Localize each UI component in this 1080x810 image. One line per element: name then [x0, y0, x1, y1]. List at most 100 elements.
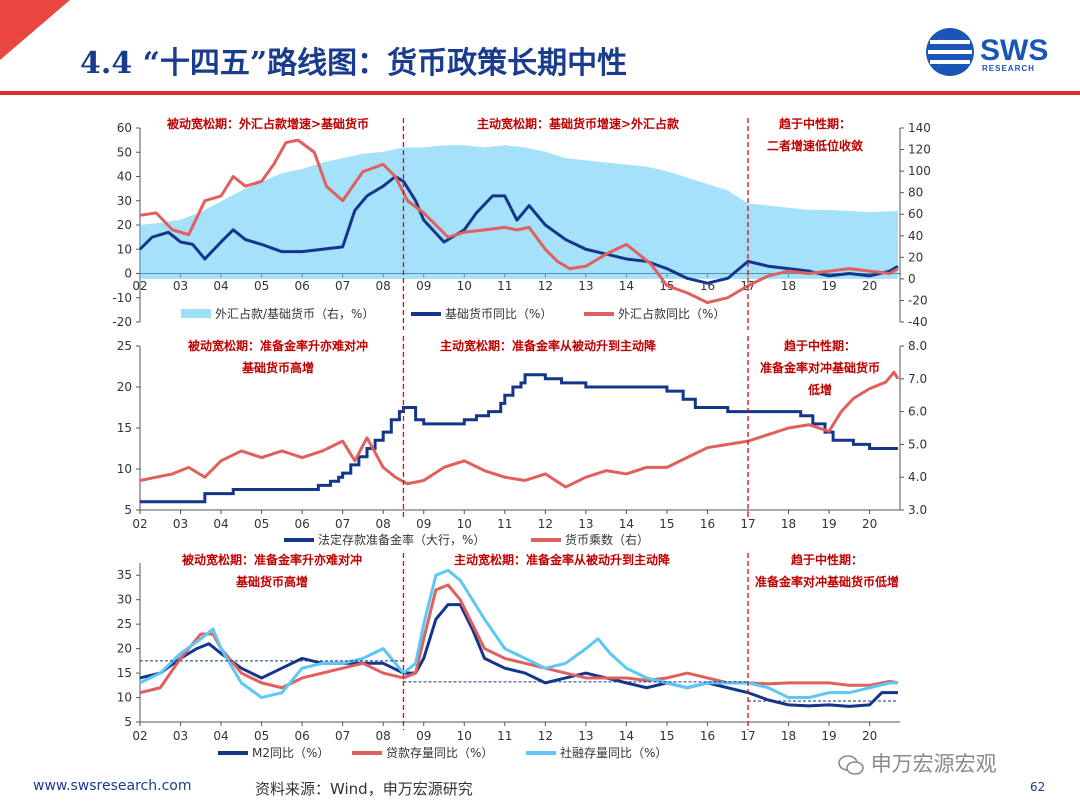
- left-tick-label: 50: [117, 145, 132, 159]
- x-tick-label: 06: [294, 517, 309, 531]
- legend-swatch: [181, 309, 211, 318]
- period-annotation: 趋于中性期：: [791, 552, 863, 567]
- left-tick-label: 35: [117, 568, 132, 582]
- series-line-2: [139, 138, 899, 305]
- x-tick-label: 04: [213, 517, 228, 531]
- right-tick-label: -20: [908, 293, 928, 307]
- period-annotation-line2: 准备金率对冲基础货币低增: [755, 574, 899, 589]
- x-tick-label: 10: [457, 279, 472, 293]
- x-tick-label: 11: [497, 279, 512, 293]
- footer-url[interactable]: www.swsresearch.com: [33, 778, 192, 794]
- x-tick-label: 18: [781, 729, 796, 743]
- left-tick-label: 30: [117, 593, 132, 607]
- legend-label: 贷款存量同比（%）: [386, 746, 493, 760]
- x-tick-label: 10: [457, 729, 472, 743]
- period-annotation-line2: 基础货币高增: [241, 360, 314, 375]
- left-tick-label: 10: [117, 691, 132, 705]
- footer-source: 资料来源：Wind，申万宏源研究: [255, 780, 473, 798]
- period-annotation: 被动宽松期：准备金率升亦难对冲: [188, 338, 368, 353]
- left-tick-label: 20: [117, 218, 132, 232]
- x-tick-label: 19: [821, 279, 836, 293]
- right-tick-label: 5.0: [908, 437, 927, 451]
- x-tick-label: 11: [497, 729, 512, 743]
- legend-label: 社融存量同比（%）: [560, 745, 667, 760]
- x-tick-label: 13: [578, 729, 593, 743]
- x-tick-label: 02: [132, 729, 147, 743]
- left-tick-label: 25: [117, 617, 132, 631]
- wechat-icon: [838, 754, 864, 776]
- period-annotation-line2: 准备金率对冲基础货币: [760, 360, 880, 375]
- x-tick-label: 04: [213, 279, 228, 293]
- x-tick-label: 11: [497, 517, 512, 531]
- right-tick-label: 60: [908, 207, 923, 221]
- series-line-0: [140, 373, 898, 504]
- slide-title: 4.4 “十四五”路线图：货币政策长期中性: [80, 46, 628, 81]
- x-tick-label: 09: [416, 517, 431, 531]
- legend-label: M2同比（%）: [252, 746, 329, 760]
- x-tick-label: 03: [173, 517, 188, 531]
- watermark-text: 申万宏源宏观: [838, 748, 997, 778]
- x-tick-label: 14: [619, 517, 634, 531]
- x-tick-label: 14: [619, 729, 634, 743]
- sws-logo-icon: [926, 28, 974, 76]
- logo-subtitle: RESEARCH: [982, 64, 1035, 73]
- x-tick-label: 12: [538, 729, 553, 743]
- left-tick-label: 40: [117, 170, 132, 184]
- right-tick-label: 0: [908, 272, 916, 286]
- legend-label: 法定存款准备金率（大行，%）: [318, 532, 485, 547]
- series-line-2: [139, 568, 898, 700]
- x-tick-label: 02: [132, 517, 147, 531]
- right-tick-label: -40: [908, 315, 928, 329]
- right-tick-label: 8.0: [908, 339, 927, 353]
- right-tick-label: 80: [908, 186, 923, 200]
- x-tick-label: 19: [821, 517, 836, 531]
- left-tick-label: 60: [117, 121, 132, 135]
- left-tick-label: 15: [117, 666, 132, 680]
- page-number: 62: [1030, 780, 1046, 794]
- series-line-0: [139, 603, 898, 708]
- legend-label: 货币乘数（右）: [565, 532, 649, 547]
- right-tick-label: 140: [908, 121, 931, 135]
- x-tick-label: 16: [700, 517, 715, 531]
- x-tick-label: 18: [781, 279, 796, 293]
- left-tick-label: 0: [124, 267, 132, 281]
- right-tick-label: 4.0: [908, 470, 927, 484]
- right-tick-label: 100: [908, 164, 931, 178]
- left-tick-label: 25: [117, 339, 132, 353]
- logo-text: SWS: [980, 34, 1049, 67]
- left-tick-label: 5: [124, 715, 132, 729]
- header-decoration: [0, 0, 1080, 95]
- x-tick-label: 02: [132, 279, 147, 293]
- series-area-0: [140, 145, 898, 279]
- legend-label: 外汇占款同比（%）: [618, 306, 725, 321]
- x-tick-label: 04: [213, 729, 228, 743]
- x-tick-label: 12: [538, 517, 553, 531]
- x-tick-label: 19: [821, 729, 836, 743]
- left-tick-label: 15: [117, 421, 132, 435]
- x-tick-label: 13: [578, 517, 593, 531]
- series-line-1: [138, 175, 899, 285]
- left-tick-label: 20: [117, 380, 132, 394]
- period-annotation: 趋于中性期：: [779, 116, 851, 131]
- left-tick-label: 10: [117, 242, 132, 256]
- x-tick-label: 06: [294, 279, 309, 293]
- right-tick-label: 6.0: [908, 405, 927, 419]
- x-tick-label: 06: [294, 729, 309, 743]
- period-annotation-line2: 二者增速低位收敛: [767, 138, 863, 153]
- right-tick-label: 20: [908, 250, 923, 264]
- x-tick-label: 13: [578, 279, 593, 293]
- x-tick-label: 20: [862, 279, 877, 293]
- right-tick-label: 40: [908, 229, 923, 243]
- chart-3: 35 30 25 20 15 10 502 03 04 05 06 07 08 09 10 11 12 13 14 1…: [117, 552, 900, 760]
- x-tick-label: 07: [335, 517, 350, 531]
- x-tick-label: 20: [862, 517, 877, 531]
- x-tick-label: 17: [740, 517, 755, 531]
- left-tick-label: -10: [112, 291, 132, 305]
- x-tick-label: 05: [254, 729, 269, 743]
- chart-1: 6050403020100-10-20140120100806040200-20…: [112, 116, 931, 330]
- x-tick-label: 15: [659, 517, 674, 531]
- x-tick-label: 20: [862, 729, 877, 743]
- x-tick-label: 09: [416, 729, 431, 743]
- x-tick-label: 08: [376, 517, 391, 531]
